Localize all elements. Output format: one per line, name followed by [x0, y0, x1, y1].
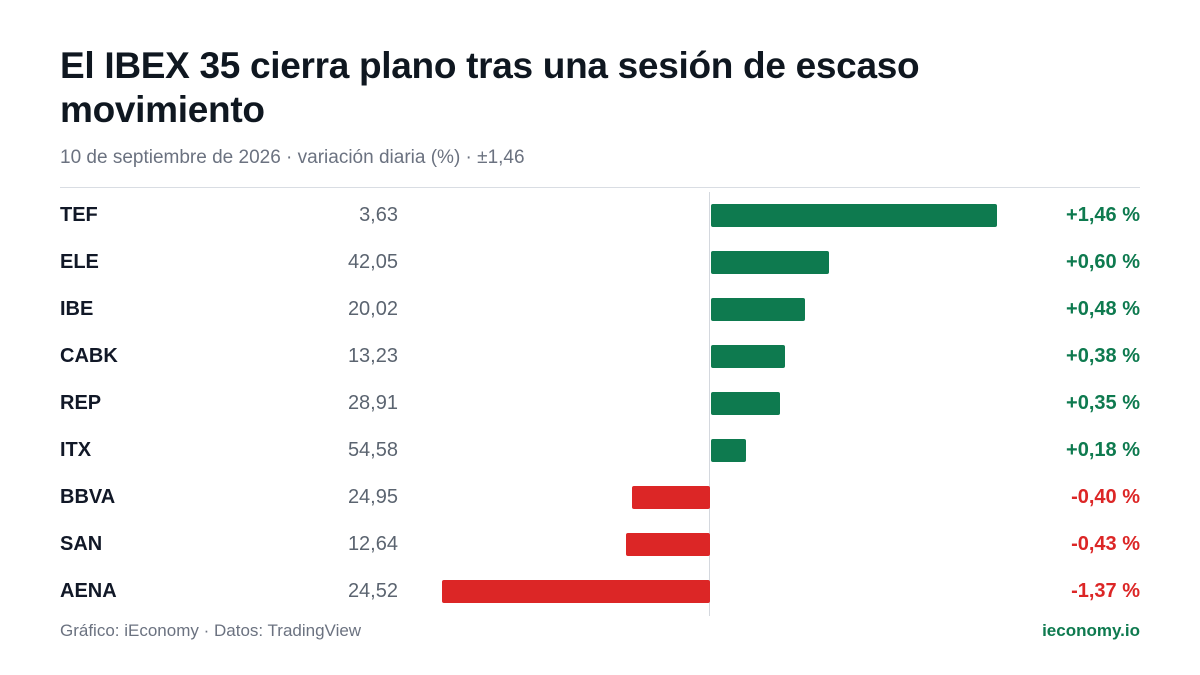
chart-title: El IBEX 35 cierra plano tras una sesión … [60, 45, 920, 130]
zero-axis-line [709, 192, 710, 616]
bar-tef [711, 204, 997, 227]
price-value: 12,64 [347, 533, 398, 555]
change-label: -1,37 % [1071, 580, 1140, 602]
table-row: BBVA 24,95 -0,40 % [60, 474, 1140, 521]
ticker-label: CABK [60, 345, 118, 367]
table-row: ITX 54,58 +0,18 % [60, 427, 1140, 474]
ticker-label: ELE [60, 251, 99, 273]
ticker-label: REP [60, 392, 102, 414]
change-label: +0,38 % [1066, 345, 1140, 367]
table-row: SAN 12,64 -0,43 % [60, 521, 1140, 568]
bar-ibe [711, 298, 805, 321]
price-value: 28,91 [347, 392, 398, 414]
bar-san [625, 533, 710, 556]
bar-ele [711, 251, 829, 274]
footer-brand[interactable]: ieconomy.io [1042, 621, 1140, 640]
footer-source: Gráfico: iEconomy · Datos: TradingView [60, 621, 362, 640]
change-label: +0,35 % [1066, 392, 1140, 414]
change-label: -0,43 % [1071, 533, 1140, 555]
price-value: 24,95 [347, 486, 398, 508]
bar-itx [711, 439, 747, 462]
bar-cabk [711, 345, 786, 368]
table-row: CABK 13,23 +0,38 % [60, 333, 1140, 380]
price-value: 13,23 [347, 345, 398, 367]
price-value: 20,02 [347, 298, 398, 320]
change-label: +0,18 % [1066, 439, 1140, 461]
price-value: 24,52 [347, 580, 398, 602]
change-label: -0,40 % [1071, 486, 1140, 508]
table-row: ELE 42,05 +0,60 % [60, 239, 1140, 286]
ticker-label: IBE [60, 298, 94, 320]
ticker-label: ITX [60, 439, 92, 461]
change-label: +1,46 % [1066, 204, 1140, 226]
table-row: TEF 3,63 +1,46 % [60, 192, 1140, 239]
chart-subtitle: 10 de septiembre de 2026 · variación dia… [60, 147, 525, 168]
bar-rep [711, 392, 780, 415]
ticker-label: SAN [60, 533, 103, 555]
top-divider [60, 187, 1140, 188]
table-row: REP 28,91 +0,35 % [60, 380, 1140, 427]
price-value: 3,63 [359, 204, 398, 226]
bar-aena [441, 580, 710, 603]
bar-bbva [631, 486, 710, 509]
change-label: +0,60 % [1066, 251, 1140, 273]
price-value: 54,58 [347, 439, 398, 461]
ticker-label: AENA [60, 580, 117, 602]
ticker-label: TEF [60, 204, 98, 226]
ticker-label: BBVA [60, 486, 116, 508]
price-value: 42,05 [347, 251, 398, 273]
table-row: IBE 20,02 +0,48 % [60, 286, 1140, 333]
table-row: AENA 24,52 -1,37 % [60, 568, 1140, 615]
change-label: +0,48 % [1066, 298, 1140, 320]
